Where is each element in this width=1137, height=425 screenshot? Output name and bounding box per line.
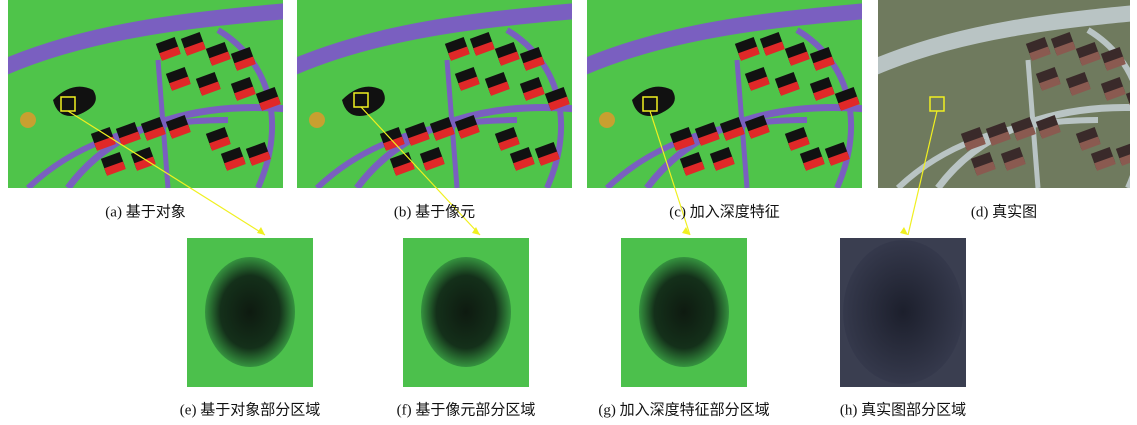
caption: (g) 加入深度特征部分区域 bbox=[598, 401, 769, 418]
soil bbox=[20, 112, 36, 128]
caption: (a) 基于对象 bbox=[105, 203, 185, 220]
classification-map bbox=[287, 0, 587, 188]
caption: (h) 真实图部分区域 bbox=[840, 400, 966, 418]
soil bbox=[309, 112, 325, 128]
zoom-detail bbox=[639, 257, 729, 367]
caption: (b) 基于像元 bbox=[394, 203, 475, 220]
classification-map bbox=[577, 0, 877, 188]
soil bbox=[599, 112, 615, 128]
figure: (a) 基于对象 (b) 基于像元 (c) 加入深度特征 (d) 真实图 (e) 基于对… bbox=[0, 0, 1137, 425]
classification-map bbox=[868, 0, 1137, 188]
classification-map bbox=[0, 0, 298, 188]
zoom-detail bbox=[421, 257, 511, 367]
caption: (d) 真实图 bbox=[971, 202, 1037, 220]
zoom-detail bbox=[205, 257, 295, 367]
caption: (c) 加入深度特征 bbox=[669, 203, 779, 220]
roof bbox=[1129, 96, 1137, 110]
caption: (f) 基于像元部分区域 bbox=[397, 401, 536, 418]
zoom-detail bbox=[843, 240, 963, 384]
caption: (e) 基于对象部分区域 bbox=[180, 401, 320, 418]
arrow-head bbox=[900, 227, 908, 235]
